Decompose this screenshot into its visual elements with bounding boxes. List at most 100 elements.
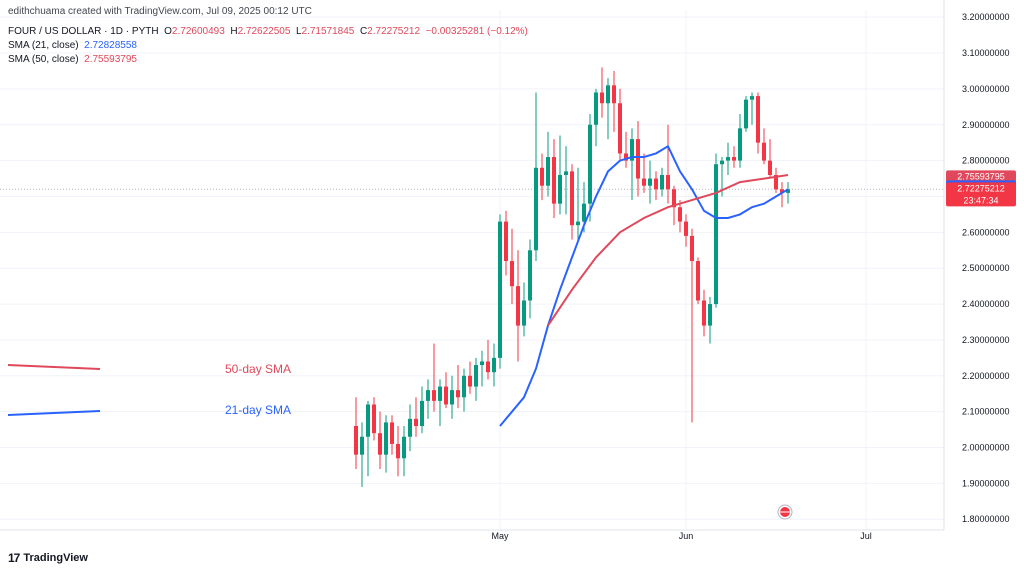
candle-body[interactable] [492,357,496,373]
candle-body[interactable] [726,157,730,161]
tradingview-logo[interactable]: 17 TradingView [8,551,88,565]
candle-body[interactable] [672,189,676,208]
high-label: H [230,26,238,37]
candle-body[interactable] [696,261,700,301]
candle-body[interactable] [420,400,424,426]
candle-body[interactable] [570,171,574,226]
candle-body[interactable] [366,404,370,437]
chart-credit: edithchuama created with TradingView.com… [8,6,312,17]
y-tick-label: 2.60000000 [962,227,1010,237]
candle-body[interactable] [630,139,634,161]
sma21-line[interactable] [499,144,789,427]
candle-body[interactable] [378,433,382,455]
sma21-annotation-label: 21-day SMA [225,403,291,417]
candle-body[interactable] [756,96,760,143]
candle-body[interactable] [720,160,724,165]
candle-body[interactable] [384,422,388,455]
candle-body[interactable] [522,300,526,326]
y-tick-label: 2.30000000 [962,335,1010,345]
candle-body[interactable] [636,139,640,179]
candle-body[interactable] [426,390,430,401]
y-tick-label: 3.20000000 [962,12,1010,22]
candle-body[interactable] [624,153,628,161]
candle-body[interactable] [444,386,448,405]
candle-body[interactable] [438,386,442,401]
candle-body[interactable] [588,124,592,204]
candle-body[interactable] [528,250,532,301]
candle-body[interactable] [642,178,646,186]
candle-body[interactable] [576,221,580,226]
y-tick-label: 2.40000000 [962,299,1010,309]
candle-body[interactable] [498,221,502,358]
candle-body[interactable] [702,300,706,326]
candle-body[interactable] [552,157,556,204]
candle-body[interactable] [564,171,568,175]
candle-body[interactable] [396,443,400,459]
sma50-line[interactable] [547,174,789,327]
close-value: 2.72275212 [367,26,421,37]
candle-body[interactable] [612,85,616,104]
credit-text: edithchuama created with TradingView.com… [8,6,312,17]
candle-body[interactable] [666,174,670,190]
candle-body[interactable] [618,103,622,154]
y-tick-label: 1.80000000 [962,514,1010,524]
y-tick-label: 3.00000000 [962,84,1010,94]
sma21-legend[interactable]: SMA (21, close) 2.72828558 [8,40,137,51]
candle-body[interactable] [510,261,514,287]
candle-body[interactable] [546,157,550,186]
candle-body[interactable] [684,221,688,236]
y-tick-label: 2.90000000 [962,120,1010,130]
candle-body[interactable] [432,390,436,401]
candle-body[interactable] [774,174,778,190]
candle-body[interactable] [534,167,538,251]
candle-body[interactable] [450,390,454,405]
open-value: 2.72600493 [171,26,225,37]
candle-body[interactable] [762,142,766,161]
symbol-name[interactable]: FOUR / US DOLLAR · 1D · PYTH [8,26,159,37]
candle-body[interactable] [486,361,490,373]
y-tick-label: 2.20000000 [962,371,1010,381]
candle-body[interactable] [678,207,682,222]
sma21-legend-value: 2.72828558 [84,40,137,51]
tradingview-logo-icon: 17 [8,551,20,565]
candle-body[interactable] [360,436,364,455]
candle-body[interactable] [732,157,736,161]
candle-body[interactable] [468,375,472,387]
sma50-price-tag-bg [946,170,1016,183]
candle-body[interactable] [738,128,742,161]
candle-body[interactable] [750,96,754,100]
candle-body[interactable] [606,85,610,104]
candle-body[interactable] [558,174,562,204]
candle-body[interactable] [714,164,718,305]
candle-body[interactable] [402,436,406,459]
candle-body[interactable] [456,390,460,398]
candle-body[interactable] [504,221,508,262]
candle-body[interactable] [600,92,604,104]
candle-body[interactable] [708,304,712,326]
y-tick-label: 2.10000000 [962,407,1010,417]
candle-body[interactable] [372,404,376,434]
candle-body[interactable] [780,189,784,193]
countdown-text: 23:47:34 [963,195,998,205]
candle-body[interactable] [786,189,790,193]
candle-body[interactable] [594,92,598,125]
candle-body[interactable] [390,422,394,444]
candle-body[interactable] [414,418,418,426]
candle-body[interactable] [582,203,586,222]
candle-body[interactable] [516,286,520,326]
candle-body[interactable] [654,178,658,190]
sma50-legend[interactable]: SMA (50, close) 2.75593795 [8,54,137,65]
candle-body[interactable] [480,361,484,366]
candle-body[interactable] [540,167,544,186]
candle-body[interactable] [354,426,358,455]
candle-body[interactable] [744,99,748,129]
sma50-legend-label: SMA (50, close) [8,54,79,65]
candle-body[interactable] [660,174,664,190]
candle-body[interactable] [474,365,478,387]
candle-body[interactable] [648,178,652,186]
candle-body[interactable] [690,235,694,262]
candle-body[interactable] [462,375,466,398]
candle-body[interactable] [408,418,412,437]
candle-body[interactable] [768,160,772,175]
